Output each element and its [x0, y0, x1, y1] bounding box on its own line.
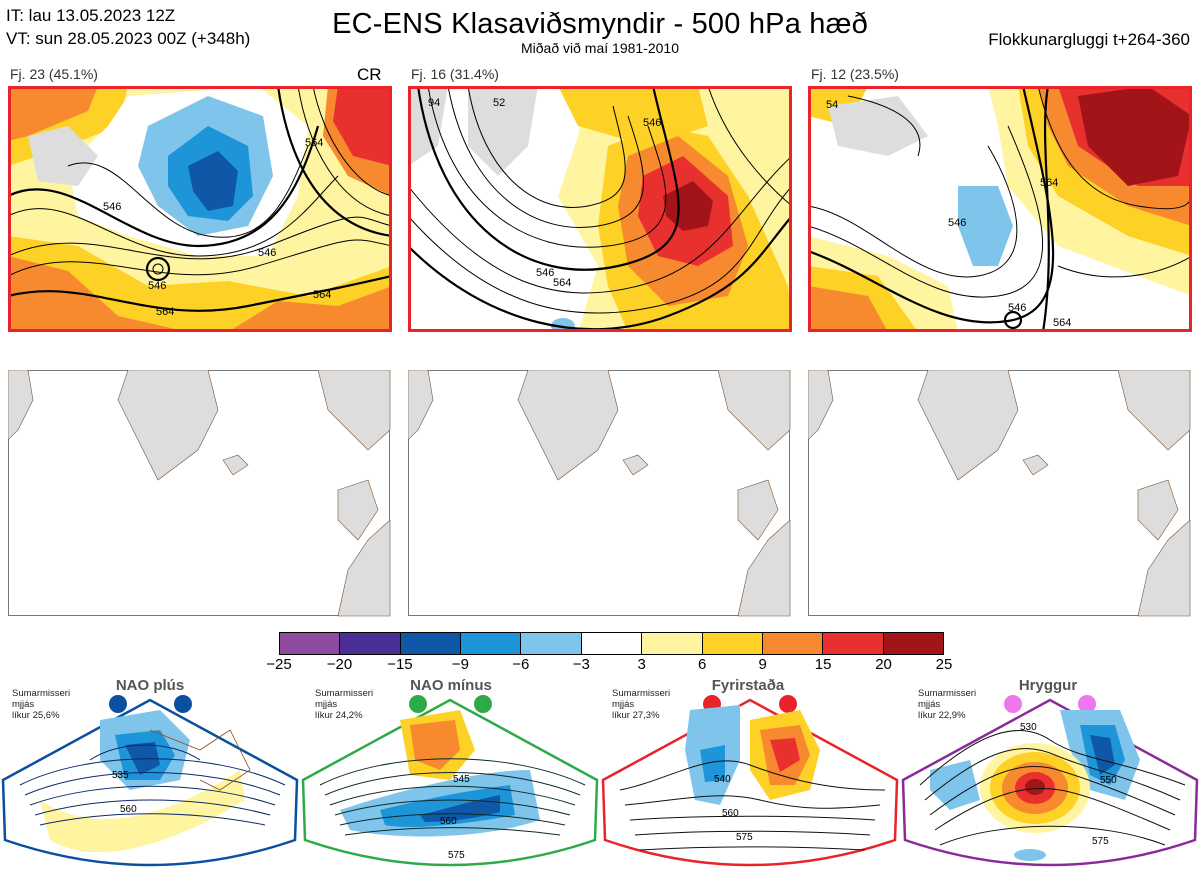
colorbar-segment: [280, 633, 341, 654]
svg-text:545: 545: [453, 774, 470, 785]
page-subtitle: Miðað við maí 1981-2010: [521, 40, 679, 56]
colorbar-segment: [581, 633, 643, 654]
regime-title: NAO plús: [115, 677, 185, 694]
colorbar-tick-label: −25: [266, 656, 292, 673]
svg-text:560: 560: [722, 808, 739, 819]
contour-label: 564: [305, 137, 323, 149]
contour-label: 546: [103, 201, 121, 213]
colorbar-segment: [521, 633, 582, 654]
colorbar-tick-label: −3: [572, 656, 590, 673]
colorbar-tick-label: 20: [875, 656, 892, 673]
svg-text:575: 575: [448, 850, 465, 861]
regime-map: 545 560 575: [301, 695, 599, 867]
colorbar-tick-label: 15: [814, 656, 832, 673]
svg-text:575: 575: [1092, 836, 1109, 847]
colorbar: [279, 632, 944, 655]
colorbar-tick-label: 9: [758, 656, 767, 673]
colorbar-tick-label: 3: [637, 656, 646, 673]
regime-map: 540 560 575: [601, 695, 899, 867]
initial-time: IT: lau 13.05.2023 12Z: [6, 6, 176, 25]
contour-label: 564: [1053, 317, 1071, 329]
svg-text:560: 560: [120, 804, 137, 815]
regime-title: Fyrirstaða: [711, 677, 785, 694]
contour-label: 546: [148, 280, 166, 292]
cluster-1-tag: CR: [357, 65, 382, 84]
colorbar-tick-label: −15: [387, 656, 413, 673]
colorbar-tick-label: −9: [451, 656, 469, 673]
header-info: IT: lau 13.05.2023 12Z VT: sun 28.05.202…: [6, 4, 250, 50]
empty-map-3: [808, 370, 1191, 617]
contour-label: 54: [826, 99, 838, 111]
page-title: EC-ENS Klasaviðsmyndir - 500 hPa hæð: [332, 8, 868, 40]
cluster-2-label: Fj. 16 (31.4%): [411, 66, 499, 82]
contour-label: 546: [258, 247, 276, 259]
colorbar-segment: [762, 633, 824, 654]
regime-season: Sumarmisseri mjjás líkur 25,6%: [12, 688, 71, 721]
colorbar-tick-label: −6: [512, 656, 530, 673]
regime-title: NAO mínus: [410, 677, 492, 694]
svg-text:575: 575: [736, 832, 753, 843]
colorbar-segment: [461, 633, 522, 654]
svg-text:530: 530: [1020, 722, 1037, 733]
colorbar-segment: [823, 633, 884, 654]
empty-map-2: [408, 370, 791, 617]
contour-label: 564: [1040, 177, 1058, 189]
contour-label: 546: [643, 117, 661, 129]
empty-map-1: [8, 370, 391, 617]
svg-text:540: 540: [714, 774, 731, 785]
contour-label: 546: [948, 217, 966, 229]
cluster-3-map: 546 564 564 546 54: [808, 86, 1192, 332]
contour-label: 564: [313, 289, 331, 301]
valid-time: VT: sun 28.05.2023 00Z (+348h): [6, 29, 251, 48]
colorbar-segment: [702, 633, 763, 654]
contour-label: 546: [1008, 302, 1026, 314]
regime-season: Sumarmisseri mjjás líkur 22,9%: [918, 688, 977, 721]
regime-title: Hryggur: [1018, 677, 1078, 694]
colorbar-segment: [400, 633, 462, 654]
colorbar-tick-label: 25: [935, 656, 953, 673]
svg-text:560: 560: [440, 816, 457, 827]
colorbar-tick-label: −20: [326, 656, 353, 673]
colorbar-tick-label: 6: [698, 656, 707, 673]
contour-label: 94: [428, 97, 440, 109]
svg-text:535: 535: [112, 770, 129, 781]
contour-label: 564: [553, 277, 571, 289]
regime-map: 530 550 575: [901, 695, 1199, 867]
contour-label: 564: [156, 306, 174, 318]
colorbar-segment: [340, 633, 401, 654]
colorbar-segment: [883, 633, 943, 654]
cluster-window: Flokkunargluggi t+264-360: [988, 30, 1190, 49]
cluster-2-map: 546 546 564 52 94: [408, 86, 792, 332]
cluster-1-map: 546 564 546 564 546 564: [8, 86, 392, 332]
cluster-1-label: Fj. 23 (45.1%): [10, 66, 98, 82]
contour-label: 546: [536, 267, 554, 279]
contour-label: 52: [493, 97, 505, 109]
colorbar-segment: [642, 633, 703, 654]
svg-text:550: 550: [1100, 775, 1117, 786]
cluster-3-label: Fj. 12 (23.5%): [811, 66, 899, 82]
regime-map: 535 560: [1, 695, 299, 867]
regime-season: Sumarmisseri mjjás líkur 27,3%: [612, 688, 671, 721]
regime-season: Sumarmisseri mjjás líkur 24,2%: [315, 688, 374, 721]
